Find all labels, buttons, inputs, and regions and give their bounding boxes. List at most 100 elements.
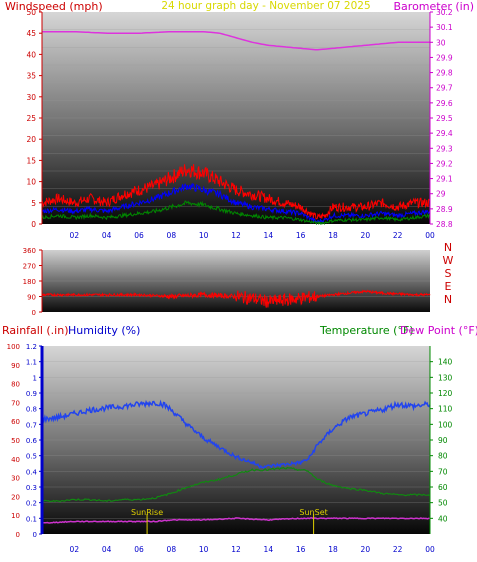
p1-x-tick: 10 xyxy=(199,231,209,240)
p2-compass-label: E xyxy=(445,280,452,293)
p3-rain-tick: 0.3 xyxy=(26,484,37,492)
p1-left-tick: 45 xyxy=(26,29,36,38)
p1-x-tick: 14 xyxy=(264,231,274,240)
p3-humidity-tick: 90 xyxy=(11,362,20,370)
p3-rain-tick: 0.5 xyxy=(26,453,37,461)
humidity-label: Humidity (%) xyxy=(68,324,140,337)
p1-right-tick: 29.3 xyxy=(436,144,453,153)
p3-temp-tick: 130 xyxy=(438,373,453,382)
p3-humidity-tick: 30 xyxy=(11,475,20,483)
p3-x-tick: 06 xyxy=(134,545,144,554)
p1-right-tick: 29.9 xyxy=(436,53,453,62)
p3-rain-tick: 0.1 xyxy=(26,515,37,523)
p3-temp-tick: 100 xyxy=(438,420,453,429)
p3-x-tick: 20 xyxy=(361,545,371,554)
p1-x-tick: 20 xyxy=(361,231,371,240)
p3-temp-tick: 80 xyxy=(438,452,448,461)
p3-x-tick: 22 xyxy=(393,545,403,554)
p1-right-tick: 28.9 xyxy=(436,205,453,214)
series-lines xyxy=(41,30,431,524)
p1-right-tick: 29.4 xyxy=(436,129,453,138)
p3-temp-tick: 110 xyxy=(438,405,453,414)
barometer-label: Barometer (in) xyxy=(394,0,475,13)
p2-compass-label: S xyxy=(445,267,452,280)
p1-right-tick: 29.8 xyxy=(436,69,453,78)
sun-marker-label: SunSet xyxy=(299,508,327,517)
p1-left-tick: 15 xyxy=(26,156,36,165)
grid-lines xyxy=(42,29,430,519)
p1-x-tick: 00 xyxy=(425,231,435,240)
p1-right-tick: 29.1 xyxy=(436,175,453,184)
wind-low-line xyxy=(41,200,431,226)
p3-rain-tick: 0 xyxy=(33,531,37,539)
dewpoint-label: Dew Point (°F) xyxy=(400,324,477,337)
p3-temp-tick: 70 xyxy=(438,467,448,476)
p2-compass-label: W xyxy=(443,254,454,267)
p3-rain-tick: 1.1 xyxy=(26,359,37,367)
p3-humidity-tick: 0 xyxy=(16,531,20,539)
p1-x-tick: 16 xyxy=(296,231,306,240)
p2-left-tick: 90 xyxy=(27,294,36,302)
p3-rain-tick: 1 xyxy=(33,374,37,382)
p1-x-tick: 04 xyxy=(102,231,112,240)
p3-x-tick: 00 xyxy=(425,545,435,554)
wind-direction-line xyxy=(42,289,431,308)
p3-x-tick: 16 xyxy=(296,545,306,554)
p3-rain-tick: 0.8 xyxy=(26,406,37,414)
p3-humidity-tick: 60 xyxy=(11,418,20,426)
dewpoint-line xyxy=(42,517,431,524)
p3-rain-tick: 0.4 xyxy=(26,468,38,476)
p3-x-tick: 18 xyxy=(328,545,338,554)
p1-right-tick: 29.6 xyxy=(436,99,453,108)
p3-humidity-tick: 20 xyxy=(11,493,20,501)
p3-rain-tick: 1.2 xyxy=(26,343,37,351)
temperature-label: Temperature (°F) xyxy=(319,324,414,337)
p1-left-tick: 25 xyxy=(26,114,36,123)
p1-right-tick: 29.5 xyxy=(436,114,453,123)
p1-right-tick: 28.8 xyxy=(436,220,453,229)
p1-x-tick: 12 xyxy=(231,231,241,240)
chart-title: 24 hour graph day - November 07 2025 xyxy=(161,0,370,12)
p1-left-tick: 50 xyxy=(26,8,36,17)
humidity-line xyxy=(41,399,431,470)
p3-temp-tick: 40 xyxy=(438,514,448,523)
p2-left-tick: 180 xyxy=(23,278,36,286)
p2-left-tick: 360 xyxy=(23,247,36,255)
p1-right-tick: 30 xyxy=(436,38,446,47)
p2-compass-label: N xyxy=(444,241,452,254)
p2-left-tick: 270 xyxy=(23,263,36,271)
p3-temp-tick: 60 xyxy=(438,483,448,492)
p3-x-tick: 04 xyxy=(102,545,112,554)
wind-gust-line xyxy=(41,164,430,220)
wind-average-line xyxy=(41,182,431,224)
p3-humidity-tick: 40 xyxy=(11,456,20,464)
windspeed-label: Windspeed (mph) xyxy=(5,0,103,13)
p1-right-tick: 29.2 xyxy=(436,159,453,168)
p1-x-tick: 06 xyxy=(134,231,144,240)
p3-temp-tick: 90 xyxy=(438,436,448,445)
p1-left-tick: 0 xyxy=(31,220,36,229)
barometer-line xyxy=(42,30,430,51)
p3-rain-tick: 0.2 xyxy=(26,500,37,508)
p3-rain-tick: 0.9 xyxy=(26,390,37,398)
p1-right-tick: 29 xyxy=(436,190,446,199)
p1-left-tick: 35 xyxy=(26,72,36,81)
p1-right-tick: 30.2 xyxy=(436,8,453,17)
p1-left-tick: 30 xyxy=(26,93,36,102)
p1-right-tick: 30.1 xyxy=(436,23,453,32)
p1-x-tick: 22 xyxy=(393,231,403,240)
p2-compass-label: N xyxy=(444,293,452,306)
p3-rain-tick: 0.7 xyxy=(26,421,37,429)
temperature-line xyxy=(41,466,431,503)
p3-x-tick: 10 xyxy=(199,545,209,554)
p3-x-tick: 12 xyxy=(231,545,241,554)
p1-left-tick: 10 xyxy=(26,178,36,187)
p1-x-tick: 02 xyxy=(70,231,80,240)
sun-annotations: SunRise SunSet xyxy=(131,508,328,534)
rainfall-label: Rainfall (.in) xyxy=(2,324,69,337)
p3-rain-tick: 0.6 xyxy=(26,437,38,445)
p1-left-tick: 20 xyxy=(26,135,36,144)
p1-left-tick: 5 xyxy=(31,199,36,208)
p3-humidity-tick: 80 xyxy=(11,381,20,389)
